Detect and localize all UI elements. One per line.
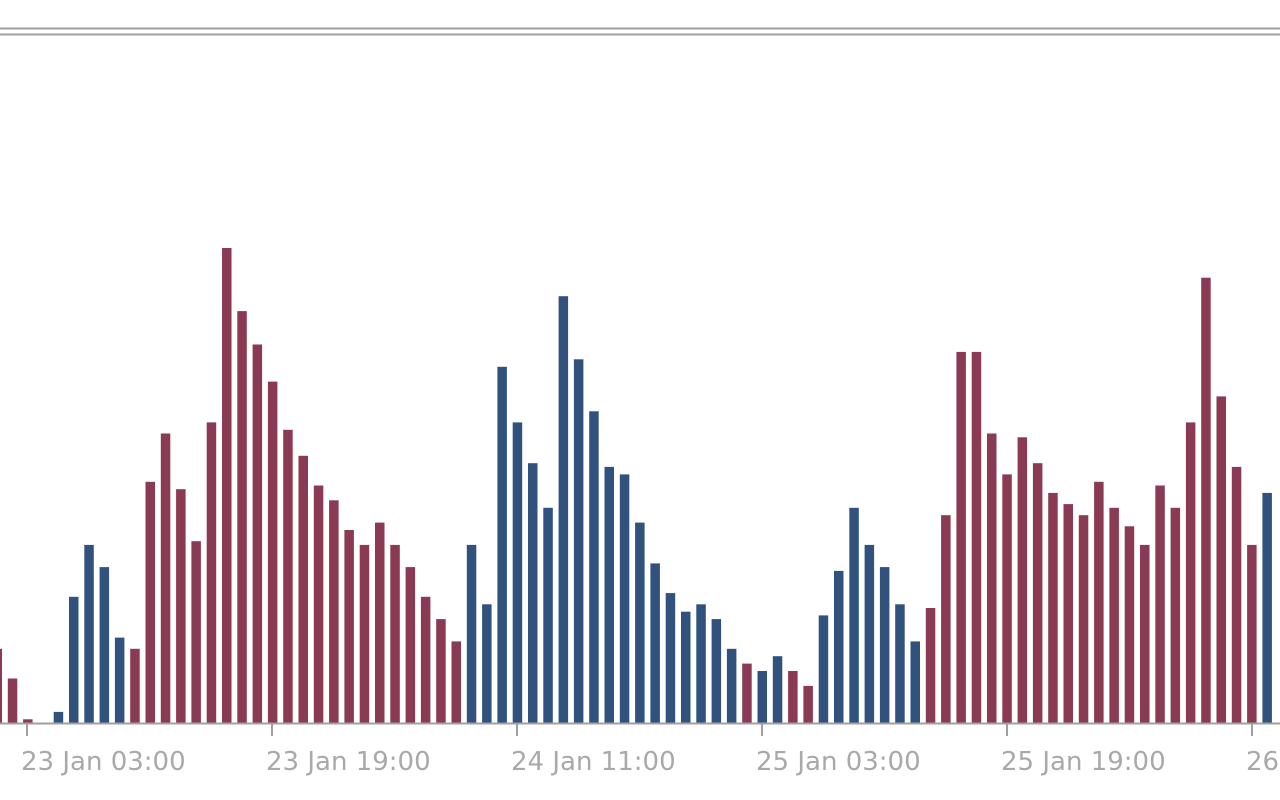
bar — [925, 608, 936, 723]
bars-group — [0, 248, 1272, 724]
bar — [23, 719, 33, 723]
bar — [1094, 481, 1104, 723]
bar — [53, 711, 64, 723]
bar — [1063, 504, 1073, 723]
bar — [1109, 507, 1119, 723]
bar — [237, 311, 247, 723]
bar — [528, 463, 538, 723]
bar — [1140, 544, 1150, 723]
bar — [1262, 492, 1272, 723]
bar — [466, 544, 477, 723]
bar — [941, 515, 951, 723]
bar — [711, 619, 722, 723]
bar — [895, 604, 905, 724]
x-tick-label: 25 Jan 03:00 — [756, 747, 921, 777]
bar — [650, 563, 660, 723]
x-tick-label: 26 — [1246, 747, 1279, 777]
bar — [589, 411, 599, 723]
bar — [1216, 396, 1226, 723]
bar — [910, 641, 920, 723]
bar — [987, 433, 997, 723]
bar — [482, 604, 492, 724]
bar — [635, 522, 645, 723]
bar — [971, 351, 982, 723]
bar — [1124, 526, 1135, 723]
bar — [1185, 422, 1196, 723]
bar — [604, 466, 614, 723]
bar — [114, 637, 125, 723]
bar — [1231, 466, 1242, 723]
bar — [1078, 515, 1089, 723]
bar — [0, 648, 2, 723]
bar — [742, 663, 752, 723]
bar — [283, 429, 293, 723]
bar — [191, 541, 201, 723]
bar — [1048, 492, 1058, 723]
bar — [436, 619, 446, 723]
bar — [726, 648, 737, 723]
bar — [512, 422, 523, 723]
bar — [298, 455, 308, 723]
bar — [1002, 474, 1012, 723]
bar — [864, 544, 875, 723]
bar — [7, 678, 18, 723]
bar — [696, 604, 706, 724]
bar — [1201, 277, 1211, 723]
bar — [1032, 463, 1043, 723]
x-tick-label: 23 Jan 19:00 — [266, 747, 431, 777]
bar — [206, 422, 217, 723]
bar — [99, 567, 110, 723]
bar — [420, 596, 431, 723]
x-axis-ticks — [26, 723, 1253, 736]
bar — [313, 485, 324, 723]
bar — [84, 544, 94, 723]
bar — [1170, 507, 1181, 723]
bar — [619, 474, 630, 723]
bar — [145, 481, 155, 723]
bar — [1017, 437, 1028, 723]
bar — [1155, 485, 1165, 723]
bar — [818, 615, 829, 723]
bar — [405, 567, 416, 723]
bar — [160, 433, 171, 723]
bar — [803, 685, 813, 723]
x-axis-tick-labels: 23 Jan 03:00 23 Jan 19:00 24 Jan 11:00 2… — [21, 747, 1279, 777]
bar — [665, 593, 676, 723]
bar — [834, 570, 844, 723]
x-tick-label: 25 Jan 19:00 — [1001, 747, 1166, 777]
bar — [375, 522, 385, 723]
bar — [681, 611, 691, 723]
bar — [573, 359, 584, 723]
bar — [1247, 544, 1257, 723]
bar — [252, 344, 263, 723]
bar — [757, 671, 767, 723]
bar — [543, 507, 553, 723]
bar — [359, 544, 370, 723]
bar — [69, 596, 79, 723]
bar — [329, 500, 339, 723]
bar — [267, 381, 278, 723]
bar — [788, 671, 798, 723]
bar — [558, 296, 569, 723]
x-tick-label: 24 Jan 11:00 — [511, 747, 676, 777]
bar — [390, 544, 400, 723]
bar — [849, 507, 859, 723]
bar — [451, 641, 461, 723]
bar — [222, 248, 232, 723]
bar — [956, 351, 966, 723]
bar — [130, 648, 140, 723]
bar — [344, 530, 354, 723]
x-tick-label: 23 Jan 03:00 — [21, 747, 186, 777]
bar — [176, 489, 186, 723]
bar — [772, 656, 783, 723]
bar — [497, 366, 507, 724]
bar — [879, 567, 890, 723]
